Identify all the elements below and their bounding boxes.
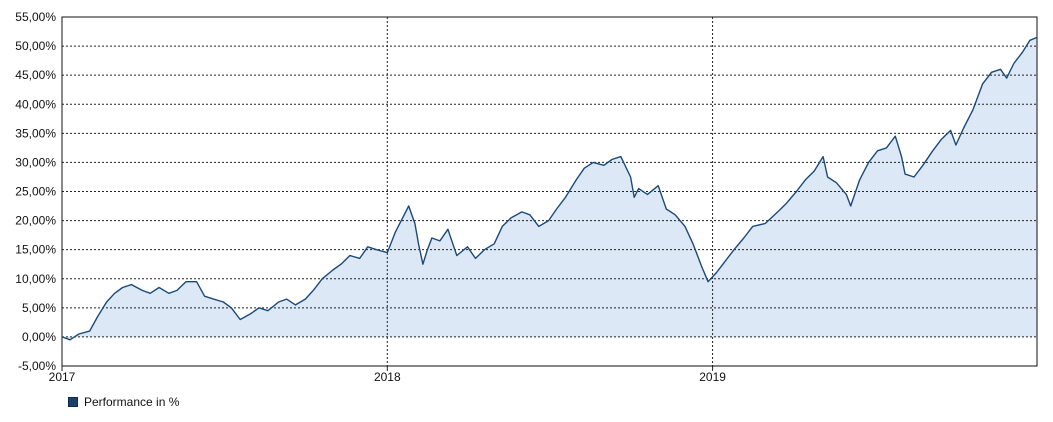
x-tick-label: 2017 xyxy=(49,370,76,384)
y-tick-label: 5,00% xyxy=(22,301,56,315)
y-tick-label: 50,00% xyxy=(15,39,56,53)
y-tick-label: 55,00% xyxy=(15,10,56,24)
y-tick-label: 45,00% xyxy=(15,68,56,82)
y-tick-label: 25,00% xyxy=(15,185,56,199)
y-tick-label: 10,00% xyxy=(15,272,56,286)
y-tick-label: 30,00% xyxy=(15,155,56,169)
y-tick-label: -5,00% xyxy=(18,359,56,373)
y-tick-label: 40,00% xyxy=(15,97,56,111)
y-tick-label: 0,00% xyxy=(22,330,56,344)
legend: Performance in % xyxy=(68,395,179,409)
legend-label: Performance in % xyxy=(84,395,180,409)
series-area xyxy=(62,37,1037,340)
y-tick-label: 20,00% xyxy=(15,214,56,228)
performance-chart: 55,00% 50,00% 45,00% 40,00% 35,00% 30,00% 25,0… xyxy=(15,10,1038,384)
series-line xyxy=(61,36,1038,341)
y-tick-label: 15,00% xyxy=(15,243,56,257)
x-tick-label: 2018 xyxy=(374,370,401,384)
legend-swatch xyxy=(68,397,78,407)
y-tick-label: 35,00% xyxy=(15,126,56,140)
x-tick-label: 2019 xyxy=(699,370,726,384)
plot-frame xyxy=(61,16,1038,367)
